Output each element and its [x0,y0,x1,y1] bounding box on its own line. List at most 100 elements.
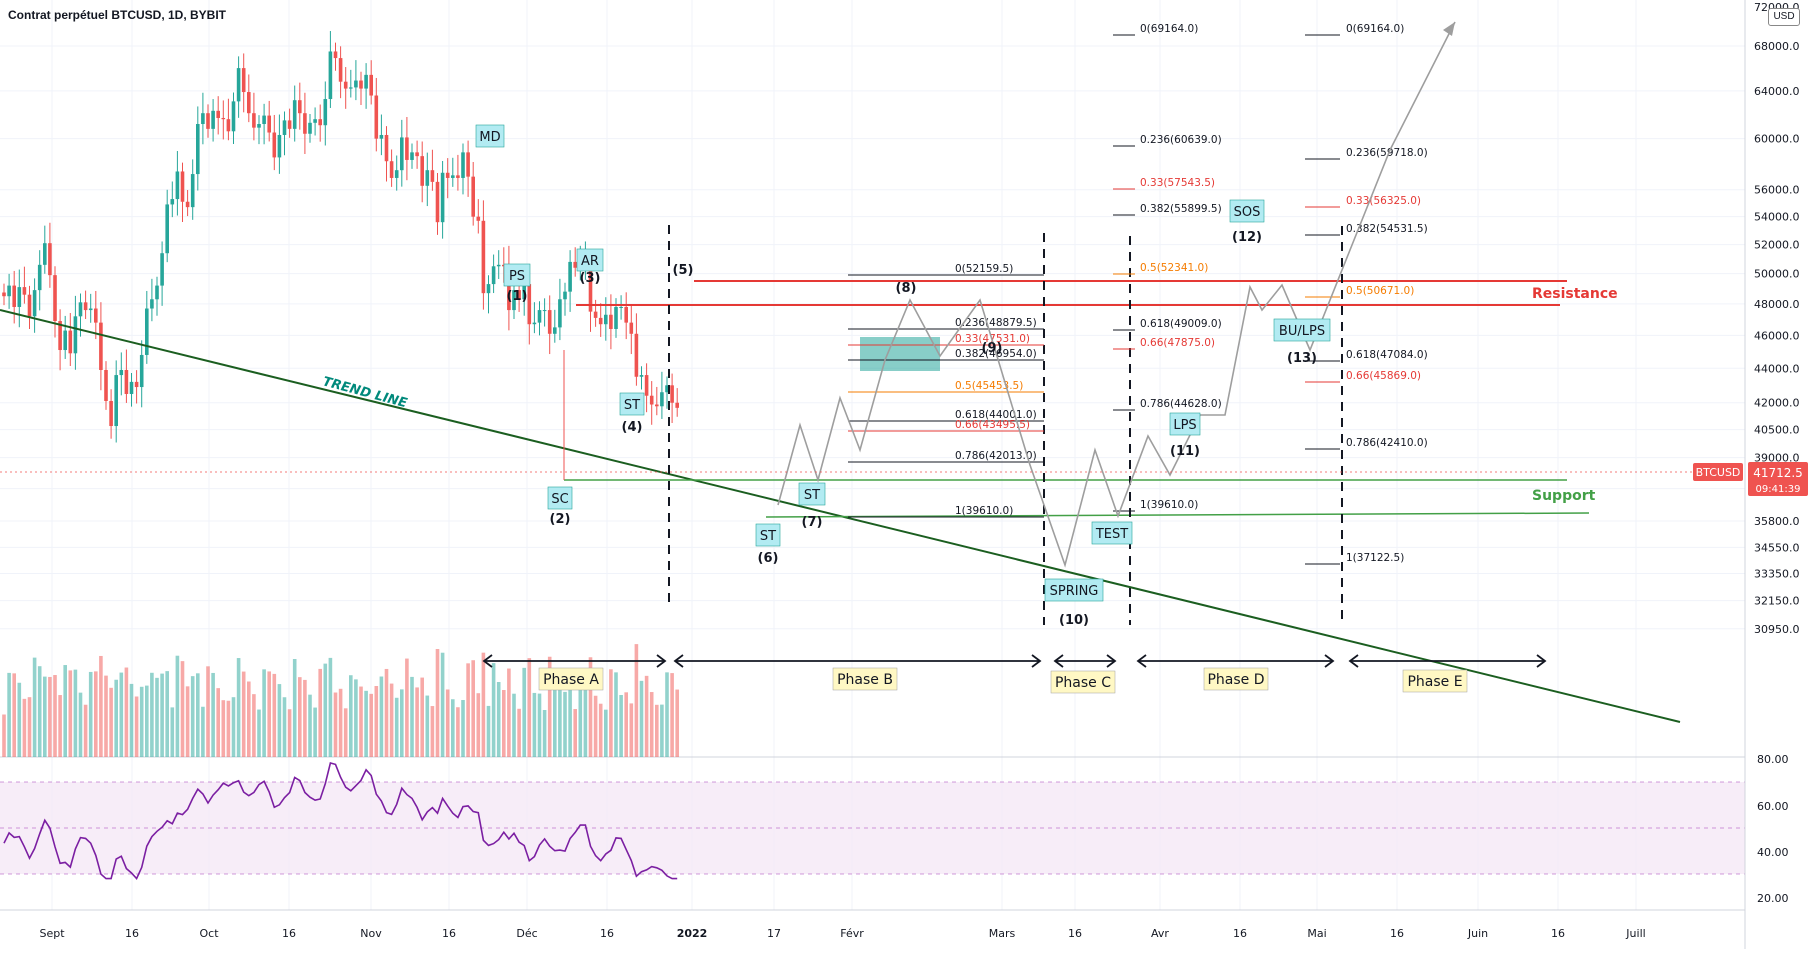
candle-body [619,306,623,308]
phase-arrow-head [1053,654,1064,668]
rsi-tick-label: 60.00 [1757,800,1789,813]
annotation-label: MD [479,130,500,145]
candle-body [308,122,312,134]
fib-level-label: 1(37122.5) [1346,552,1404,564]
price-tick-label: 56000.0 [1754,184,1800,197]
volume-bar [374,686,379,757]
candle-body [292,100,297,129]
time-tick-label: Juill [1625,927,1645,940]
price-tick-label: 42000.0 [1754,397,1800,410]
candle-body [604,314,608,325]
volume-bar [68,670,73,757]
annotation-number: (9) [982,341,1003,356]
fib-level-label: 0.33(56325.0) [1346,195,1421,207]
volume-bar [476,693,481,757]
phase-label-box [1402,669,1468,693]
candle-body [267,115,271,133]
volume-bar [139,686,144,757]
annotation-box [475,124,505,148]
candle-body [73,316,78,354]
symbol-badge [1693,463,1743,481]
volume-bar [190,676,195,757]
volume-bar [257,709,261,757]
candle-body [369,74,373,96]
volume-bar [119,672,124,757]
phase-label-box [538,667,604,691]
candle-body [359,80,363,89]
volume-bar [563,691,567,757]
time-tick-label: Févr [840,927,864,940]
volume-bar [180,661,185,757]
volume-bar [604,709,608,757]
annotation-label: BU/LPS [1279,324,1325,339]
price-tick-label: 40500.0 [1754,424,1800,437]
candle-body [7,285,11,297]
price-tick-label: 35800.0 [1754,515,1800,528]
phase-label: Phase E [1407,674,1462,690]
time-tick-label: 16 [1390,927,1404,940]
phase-label: Phase A [543,672,599,688]
volume-bar [675,689,679,757]
candle-body [272,132,277,158]
candle-body [63,330,67,351]
volume-bar [196,673,200,757]
annotation-label: LPS [1173,418,1196,433]
candle-body [609,314,613,329]
candle-body [496,264,501,267]
support-line-lower [765,512,1590,518]
volume-bar [496,682,501,757]
candle-body [527,284,532,325]
volume-bar [537,693,542,757]
candle-body [12,285,16,307]
price-tick-label: 64000.0 [1754,85,1800,98]
annotation-box [1169,412,1201,436]
price-tick-label: 32150.0 [1754,595,1800,608]
annotation-label: ST [760,529,776,544]
price-tick-label: 54000.0 [1754,211,1800,224]
candle-body [109,400,113,427]
time-tick-label: 16 [282,927,296,940]
price-tick-label: 50000.0 [1754,268,1800,281]
annotation-label: ST [624,398,640,413]
candle-body [328,51,333,100]
annotation-number: (5) [673,263,694,278]
candle-body [476,216,481,221]
candle-body [593,311,598,318]
candle-body [655,404,659,407]
volume-bar [170,707,175,757]
candle-body [99,322,103,370]
volume-bar [58,695,62,757]
volume-bar [333,692,338,757]
candle-body [660,392,664,407]
annotation-box [1044,578,1104,602]
volume-bar [129,683,134,757]
time-tick-label: 17 [767,927,781,940]
volume-bar [63,665,67,757]
candle-body [53,275,57,322]
candle-body [303,113,307,134]
candle-body [323,99,328,126]
phase-arrow-head [1106,654,1117,668]
rsi-line [3,762,678,881]
candle-body [139,354,144,388]
candle-body [2,292,6,297]
volume-bar [83,704,88,757]
candle-body [313,119,317,123]
candle-body [43,243,47,265]
volume-bar [155,677,159,757]
volume-bar [578,673,583,757]
volume-bar [2,714,6,757]
volume-bar [624,692,628,757]
candle-body [634,333,639,377]
candle-body [379,134,384,139]
volume-bar [655,704,659,757]
currency-button[interactable]: USD [1768,8,1800,26]
candle-body [466,152,470,177]
volume-bar [236,658,241,757]
fib-level-label: 0.236(59718.0) [1346,147,1428,159]
candle-body [318,119,322,126]
candle-body [547,310,552,334]
candle-body [190,174,195,208]
